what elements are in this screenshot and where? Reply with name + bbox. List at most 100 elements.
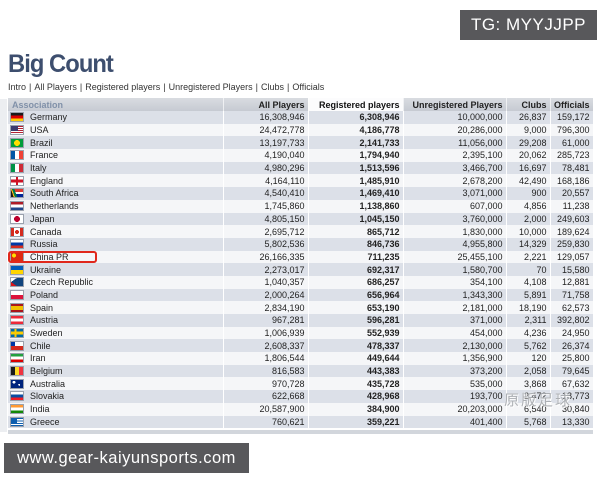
- registered-cell: 1,485,910: [308, 174, 404, 188]
- nav-intro[interactable]: Intro: [8, 82, 27, 92]
- nav-unregistered-players[interactable]: Unregistered Players: [168, 82, 253, 92]
- registered-cell: 435,728: [308, 377, 404, 391]
- clubs-cell: 3,868: [506, 377, 551, 391]
- clubs-cell: 4,236: [506, 326, 551, 340]
- unregistered-cell: 1,830,000: [403, 225, 507, 238]
- registered-cell: 846,736: [308, 237, 404, 251]
- unregistered-cell: 1,356,900: [403, 352, 507, 365]
- association-cell: China PR: [8, 250, 224, 264]
- column-header-clubs[interactable]: Clubs: [506, 98, 551, 111]
- flag-es-icon: [10, 302, 24, 313]
- all-players-cell: 2,273,017: [223, 263, 309, 276]
- association-name: South Africa: [30, 188, 79, 199]
- nav-all-players[interactable]: All Players: [34, 82, 77, 92]
- registered-cell: 1,513,596: [308, 161, 404, 175]
- association-cell: Sweden: [8, 326, 224, 340]
- officials-cell: 159,172: [550, 111, 594, 124]
- association-name: Czech Republic: [30, 277, 94, 288]
- association-cell: Russia: [8, 237, 224, 251]
- registered-cell: 384,900: [308, 402, 404, 416]
- column-header-officials[interactable]: Officials: [550, 98, 594, 111]
- officials-cell: 129,057: [550, 250, 594, 264]
- unregistered-cell: 4,955,800: [403, 237, 507, 251]
- table-row: India 20,587,900 384,900 20,203,000 6,540 30,…: [8, 402, 594, 416]
- registered-cell: 552,939: [308, 326, 404, 340]
- nav-registered-players[interactable]: Registered players: [85, 82, 161, 92]
- column-header-association[interactable]: Association: [8, 98, 224, 111]
- table-row: Russia 5,802,536 846,736 4,955,800 14,329 259…: [8, 237, 594, 251]
- association-cell: Belgium: [8, 364, 224, 378]
- association-name: Canada: [30, 226, 62, 237]
- all-players-cell: 4,540,410: [223, 187, 309, 200]
- table-row: Canada 2,695,712 865,712 1,830,000 10,000 189…: [8, 225, 594, 238]
- association-cell: Brazil: [8, 136, 224, 150]
- table-row: England 4,164,110 1,485,910 2,678,200 42,490…: [8, 174, 594, 188]
- registered-cell: 2,141,733: [308, 136, 404, 150]
- association-cell: England: [8, 174, 224, 188]
- all-players-cell: 1,745,860: [223, 199, 309, 213]
- officials-cell: 25,800: [550, 352, 594, 365]
- registered-cell: 596,281: [308, 314, 404, 327]
- unregistered-cell: 1,343,300: [403, 288, 507, 302]
- registered-cell: 4,186,778: [308, 123, 404, 137]
- all-players-cell: 970,728: [223, 377, 309, 391]
- table-row: China PR 26,166,335 711,235 25,455,100 2,221…: [8, 250, 594, 264]
- clubs-cell: 70: [506, 263, 551, 276]
- unregistered-cell: 2,395,100: [403, 149, 507, 162]
- unregistered-cell: 2,130,000: [403, 339, 507, 353]
- clubs-cell: 4,108: [506, 275, 551, 289]
- all-players-cell: 4,164,110: [223, 174, 309, 188]
- all-players-cell: 2,834,190: [223, 301, 309, 314]
- unregistered-cell: 3,466,700: [403, 161, 507, 175]
- site-url-badge: www.gear-kaiyunsports.com: [4, 443, 249, 473]
- officials-cell: 78,481: [550, 161, 594, 175]
- officials-cell: 13,330: [550, 415, 594, 429]
- association-name: Greece: [30, 416, 60, 427]
- association-name: Australia: [30, 378, 66, 389]
- flag-cl-icon: [10, 340, 24, 351]
- officials-cell: 285,723: [550, 149, 594, 162]
- officials-cell: 71,758: [550, 288, 594, 302]
- table-row: Belgium 816,583 443,383 373,200 2,058 79,645: [8, 364, 594, 378]
- clubs-cell: 18,190: [506, 301, 551, 314]
- all-players-cell: 1,040,357: [223, 275, 309, 289]
- officials-cell: 796,300: [550, 123, 594, 137]
- officials-cell: 24,950: [550, 326, 594, 340]
- flag-be-icon: [10, 366, 24, 377]
- nav-clubs[interactable]: Clubs: [261, 82, 285, 92]
- association-name: Sweden: [30, 328, 63, 339]
- column-header-all-players[interactable]: All Players: [223, 98, 309, 111]
- table-row: Brazil 13,197,733 2,141,733 11,056,000 29,20…: [8, 136, 594, 150]
- flag-cz-icon: [10, 277, 24, 288]
- association-cell: Ukraine: [8, 263, 224, 276]
- table-row: Chile 2,608,337 478,337 2,130,000 5,762 26,37…: [8, 339, 594, 353]
- nav-officials[interactable]: Officials: [292, 82, 325, 92]
- registered-cell: 443,383: [308, 364, 404, 378]
- unregistered-cell: 607,000: [403, 199, 507, 213]
- all-players-cell: 816,583: [223, 364, 309, 378]
- flag-us-icon: [10, 125, 24, 136]
- flag-au-icon: [10, 378, 24, 389]
- officials-cell: 392,802: [550, 314, 594, 327]
- association-name: USA: [30, 125, 49, 136]
- association-cell: Chile: [8, 339, 224, 353]
- nav-separator: |: [79, 82, 83, 92]
- registered-cell: 359,221: [308, 415, 404, 429]
- tg-badge-text: TG: MYYJJPP: [470, 15, 587, 34]
- unregistered-cell: 371,000: [403, 314, 507, 327]
- all-players-cell: 1,006,939: [223, 326, 309, 340]
- officials-cell: 62,573: [550, 301, 594, 314]
- flag-ru-icon: [10, 239, 24, 250]
- association-cell: Iran: [8, 352, 224, 365]
- table-row: Czech Republic 1,040,357 686,257 354,100 4,1…: [8, 275, 594, 289]
- registered-cell: 1,794,940: [308, 149, 404, 162]
- flag-en-icon: [10, 175, 24, 186]
- column-header-unregistered-players[interactable]: Unregistered Players: [403, 98, 507, 111]
- all-players-cell: 1,806,544: [223, 352, 309, 365]
- table-body: Germany 16,308,946 6,308,946 10,000,000 26,8…: [8, 111, 594, 429]
- clubs-cell: 4,856: [506, 199, 551, 213]
- column-header-registered-players[interactable]: Registered players: [308, 98, 404, 111]
- table-row: Sweden 1,006,939 552,939 454,000 4,236 24,950: [8, 326, 594, 340]
- association-name: Russia: [30, 239, 58, 250]
- unregistered-cell: 3,760,000: [403, 212, 507, 226]
